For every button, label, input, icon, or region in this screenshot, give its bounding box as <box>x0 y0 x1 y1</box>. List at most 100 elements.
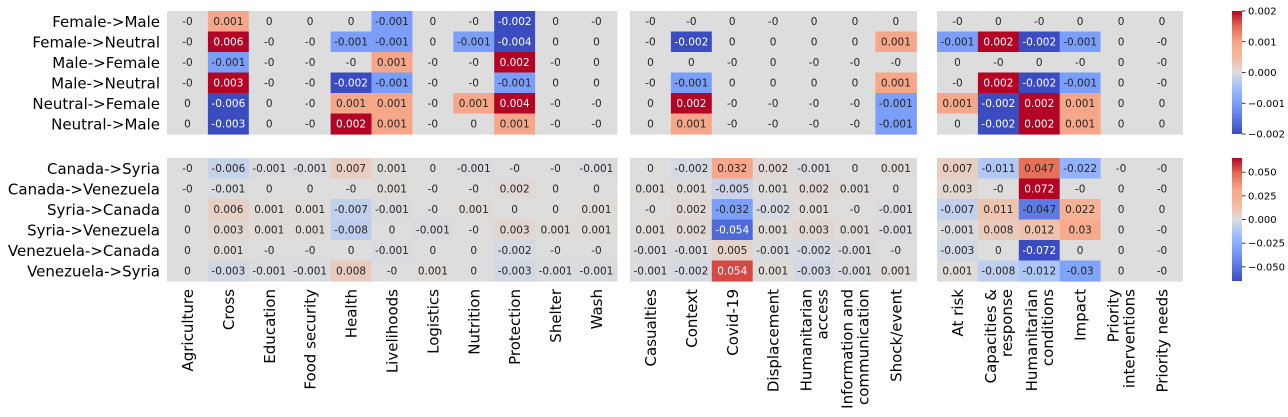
heatmap-cell <box>1141 158 1183 180</box>
cell-value-label: -0 <box>645 78 655 90</box>
cell-value-label: 0 <box>1159 16 1166 28</box>
row-label: Neutral->Male <box>51 115 160 133</box>
heatmap-cell <box>535 260 577 282</box>
cell-value-label: -0.002 <box>1022 78 1056 90</box>
cell-value-label: -0 <box>305 57 315 69</box>
cell-value-label: 0.001 <box>758 184 788 196</box>
heatmap-cell <box>1141 72 1183 94</box>
heatmap-cell <box>289 199 332 221</box>
column-label: Covid-19 <box>724 289 742 356</box>
cell-value-label: 0 <box>1118 245 1125 257</box>
column-label: conditions <box>1039 289 1057 366</box>
heatmap-cell <box>752 31 795 53</box>
colorbars: 0.002 0.001 0.000 −0.001 −0.002 0.050 0.025 0.0… <box>1232 7 1285 281</box>
cell-value-label: 0.001 <box>881 37 911 49</box>
cell-value-label: -0.011 <box>981 163 1015 175</box>
cell-value-label: -0.001 <box>674 245 708 257</box>
heatmap-cell <box>793 219 836 241</box>
cell-value-label: -0 <box>509 163 519 175</box>
heatmap-cell <box>1100 158 1143 180</box>
column-label: Food security <box>302 289 320 390</box>
cell-value-label: -0 <box>891 245 901 257</box>
heatmap-cell <box>630 72 672 94</box>
cell-value-label: -0.001 <box>211 57 245 69</box>
cell-value-label: -0 <box>1157 266 1167 278</box>
heatmap-cell <box>752 113 795 135</box>
heatmap-cell <box>937 11 979 33</box>
heatmap-cell <box>330 93 373 115</box>
cell-value-label: 0 <box>688 57 695 69</box>
heatmap-cell <box>977 158 1020 180</box>
cell-value-label: -0.001 <box>879 98 913 110</box>
cell-value-label: -0 <box>305 119 315 131</box>
heatmap-cell <box>494 93 536 115</box>
cell-value-label: -0 <box>891 57 901 69</box>
cell-value-label: 0 <box>729 16 736 28</box>
cell-value-label: -0.072 <box>1022 245 1056 257</box>
heatmap-cell <box>330 219 373 241</box>
cell-value-label: 0 <box>307 184 314 196</box>
heatmap-cell <box>630 158 672 180</box>
cell-value-label: -0.001 <box>580 266 614 278</box>
heatmap-cell <box>834 11 876 33</box>
heatmap-cell <box>576 113 618 135</box>
heatmap-cell <box>207 158 250 180</box>
heatmap-cell <box>289 113 332 135</box>
heatmap-cell <box>834 178 876 200</box>
heatmap-cell <box>289 93 332 115</box>
cell-value-label: -0.004 <box>498 37 532 49</box>
heatmap-cell <box>207 219 250 241</box>
cell-value-label: 0 <box>266 16 273 28</box>
heatmap-cell <box>834 219 876 241</box>
cell-value-label: 0 <box>1118 119 1125 131</box>
cell-value-label: -0.002 <box>498 16 532 28</box>
cell-value-label: 0 <box>770 78 777 90</box>
cell-value-label: 0 <box>1159 204 1166 216</box>
heatmap-cell <box>576 31 618 53</box>
cell-value-label: -0.001 <box>756 245 790 257</box>
cell-value-label: -0.012 <box>1022 266 1056 278</box>
heatmap-cell <box>330 11 373 33</box>
heatmap-cell <box>834 113 876 135</box>
heatmap-cell <box>576 93 618 115</box>
cell-value-label: -0 <box>428 184 438 196</box>
cell-value-label: 0.008 <box>336 266 366 278</box>
heatmap-cell <box>535 52 577 74</box>
cell-value-label: 0 <box>511 204 518 216</box>
cell-value-label: 0.002 <box>676 98 706 110</box>
cell-value-label: 0 <box>307 16 314 28</box>
heatmap-cell <box>412 31 454 53</box>
cell-value-label: 0 <box>552 78 559 90</box>
heatmap-cell <box>248 260 291 282</box>
heatmap-cell <box>670 11 713 33</box>
cell-value-label: -0 <box>550 119 560 131</box>
row-label: Male->Neutral <box>51 74 160 92</box>
heatmap-cell <box>494 199 536 221</box>
row-labels: Female->Male Female->Neutral Male->Female M… <box>8 13 160 281</box>
cell-value-label: -0 <box>305 37 315 49</box>
cell-value-label: -0 <box>182 184 192 196</box>
cell-value-label: 0 <box>348 16 355 28</box>
cell-value-label: 0.022 <box>1065 204 1095 216</box>
column-label: Nutrition <box>465 289 483 355</box>
cell-value-label: -0.002 <box>334 78 368 90</box>
cell-value-label: -0.001 <box>879 119 913 131</box>
heatmap-cell <box>937 260 979 282</box>
cell-value-label: -0.001 <box>457 37 491 49</box>
heatmap-cell <box>937 31 979 53</box>
heatmap-cell <box>494 113 536 135</box>
heatmap-cell <box>289 178 332 200</box>
cell-value-label: 0.032 <box>717 163 747 175</box>
cell-value-label: -0.03 <box>1067 266 1094 278</box>
heatmap-cell <box>167 31 209 53</box>
heatmap-cell <box>167 260 209 282</box>
heatmap-cell <box>494 72 536 94</box>
heatmap-cell <box>535 72 577 94</box>
heatmap-cell <box>453 178 495 200</box>
heatmap-cell <box>630 199 672 221</box>
cell-value-label: -0 <box>182 163 192 175</box>
heatmap-cell <box>371 199 413 221</box>
heatmap-cell <box>977 11 1020 33</box>
cell-value-label: -0.006 <box>211 163 245 175</box>
cell-value-label: 0 <box>1118 57 1125 69</box>
